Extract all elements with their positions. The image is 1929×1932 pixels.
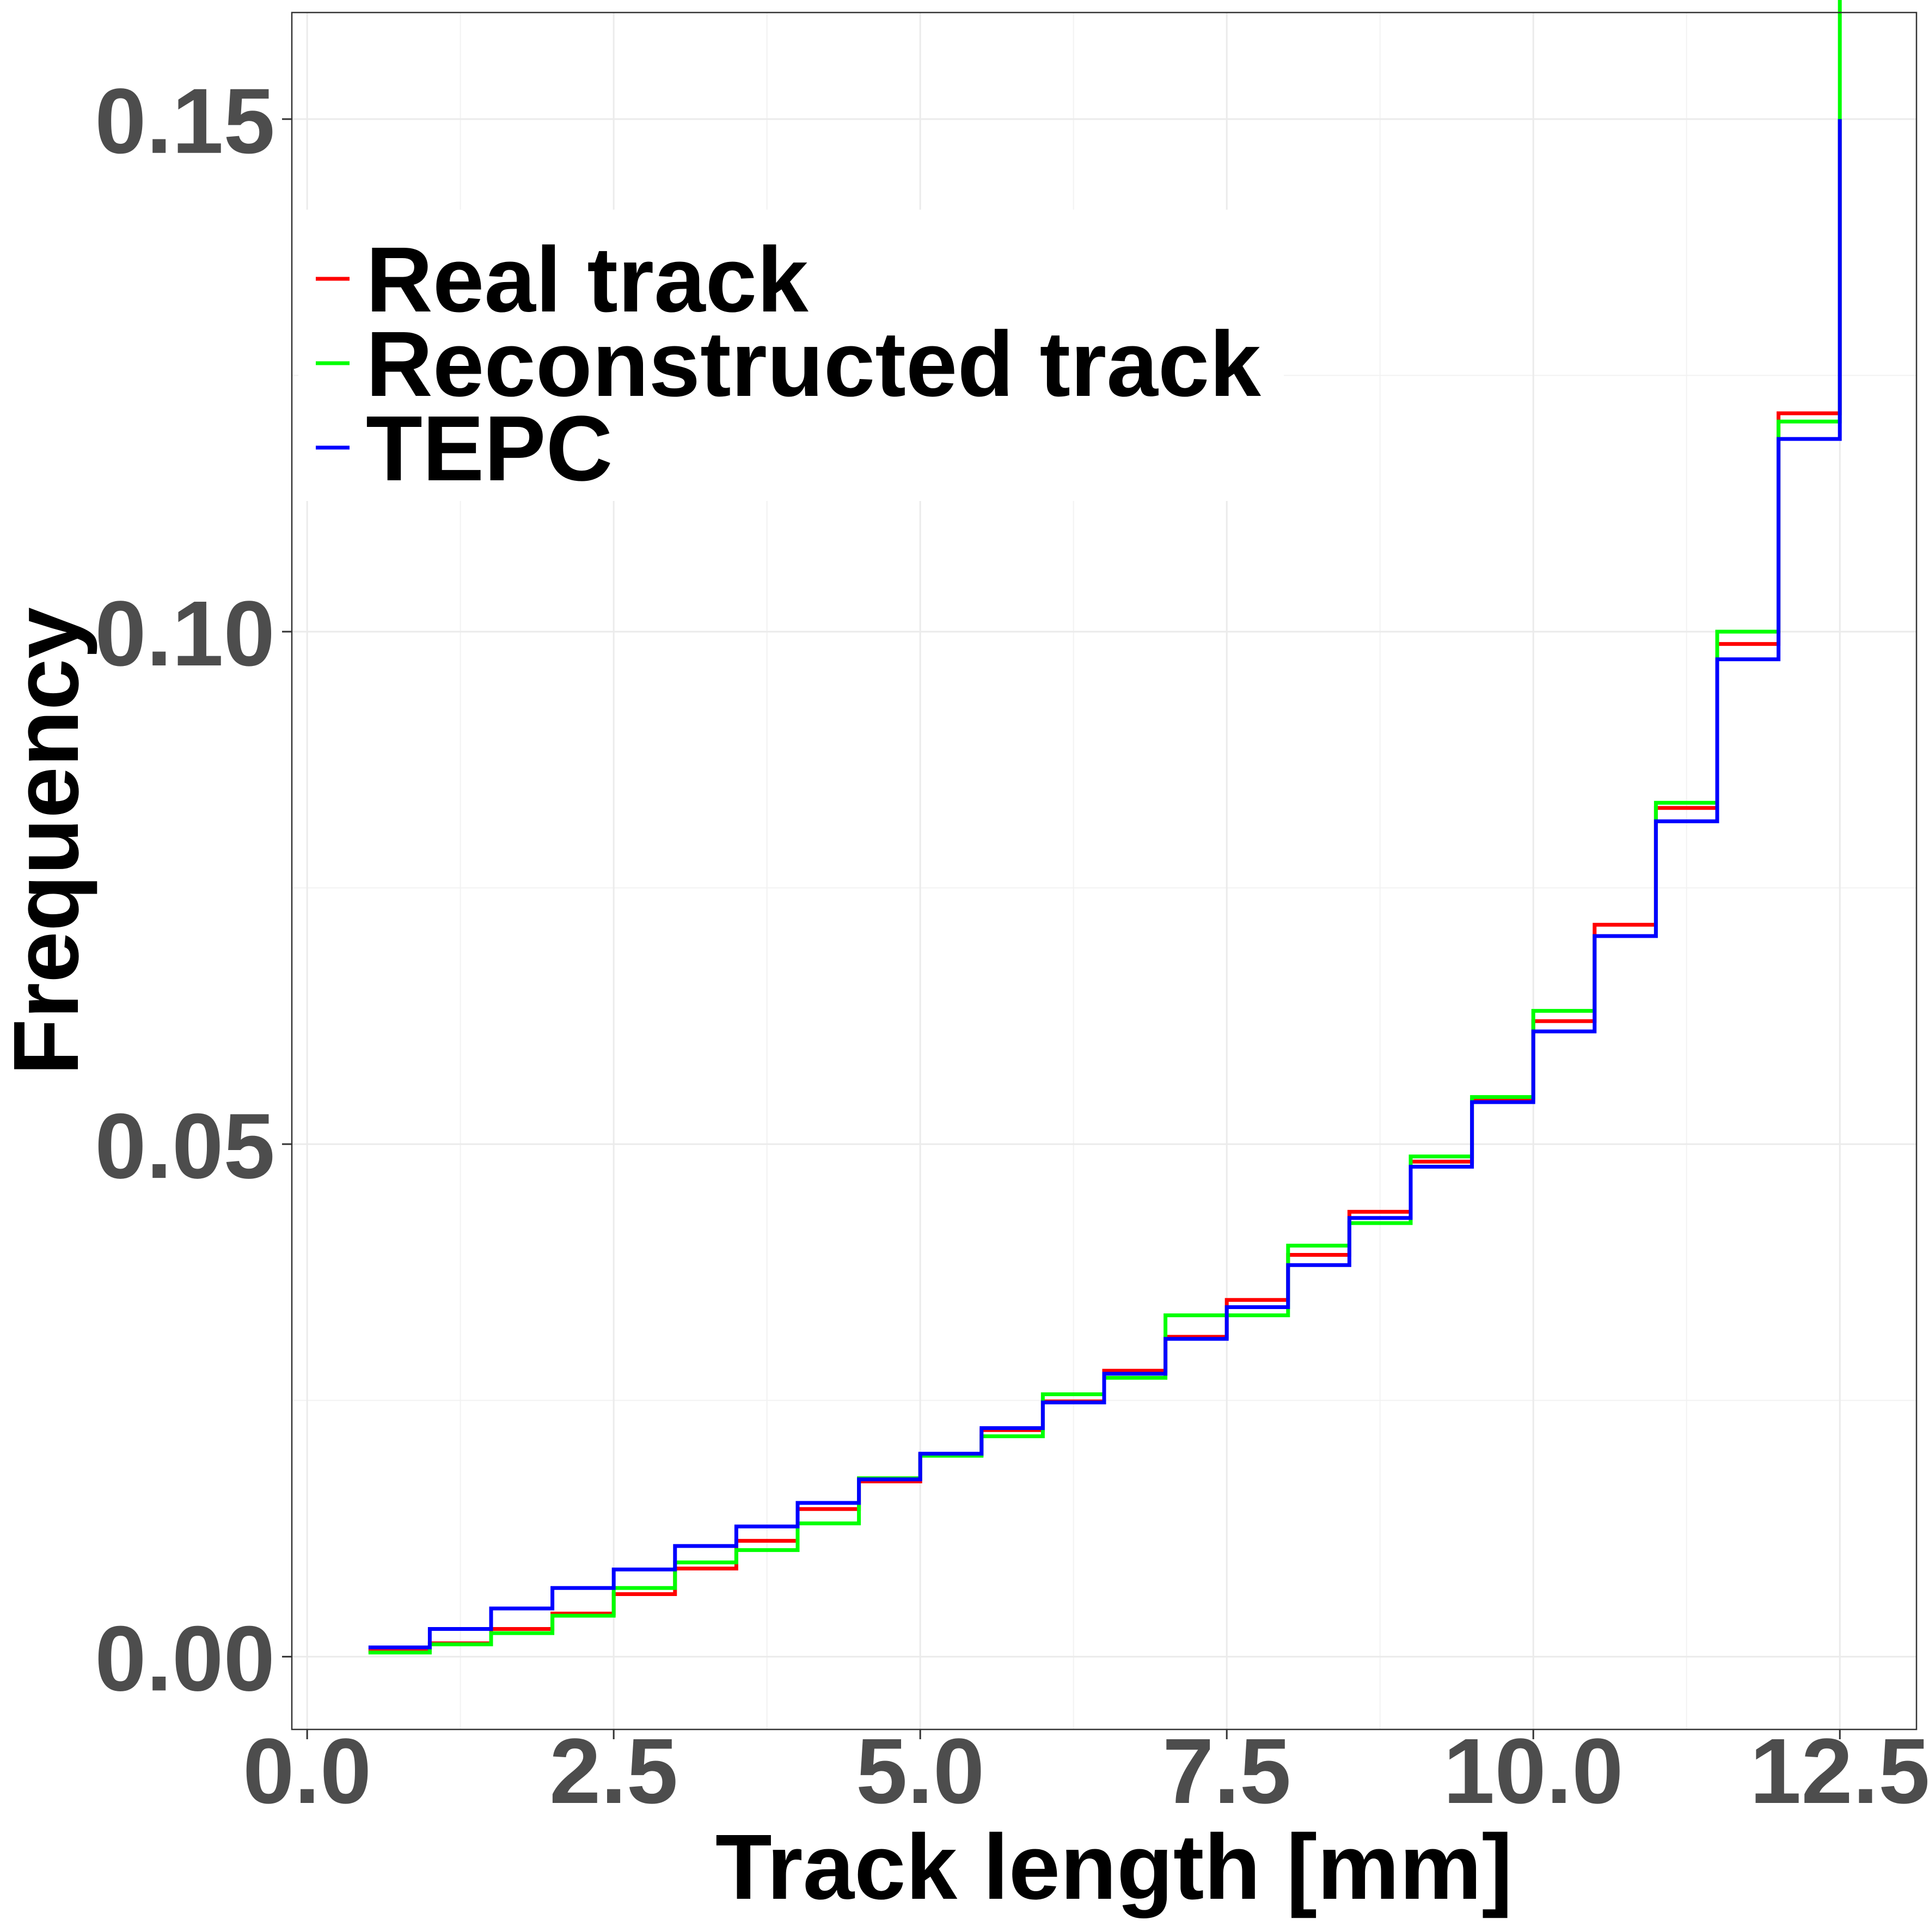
y-axis-title: Frequency xyxy=(0,607,98,1075)
y-tick-label: 0.05 xyxy=(95,1095,275,1198)
x-axis-title: Track length [mm] xyxy=(715,1815,1512,1919)
legend-label: Real track xyxy=(366,228,809,332)
x-tick-label: 5.0 xyxy=(856,1720,984,1823)
x-tick-label: 7.5 xyxy=(1162,1720,1291,1823)
x-tick-label: 10.0 xyxy=(1443,1720,1624,1823)
tick-labels: 0.0 2.5 5.0 7.5 10.0 12.5 0.00 0.05 0.10 0.15 xyxy=(95,70,1929,1823)
x-tick-label: 12.5 xyxy=(1750,1720,1929,1823)
series-layer xyxy=(368,0,1842,1655)
axis-ticks xyxy=(282,118,1841,1739)
panel-border xyxy=(291,11,1918,1731)
series-line xyxy=(368,119,1842,1649)
x-tick-label: 2.5 xyxy=(549,1720,678,1823)
legend-label: TEPC xyxy=(366,397,613,500)
y-tick-label: 0.00 xyxy=(95,1607,275,1710)
legend-label: Reconstructed track xyxy=(366,313,1261,416)
x-tick-label: 0.0 xyxy=(243,1720,371,1823)
y-tick-label: 0.15 xyxy=(95,70,275,173)
y-tick-label: 0.10 xyxy=(95,582,275,686)
legend-background xyxy=(298,210,1284,501)
